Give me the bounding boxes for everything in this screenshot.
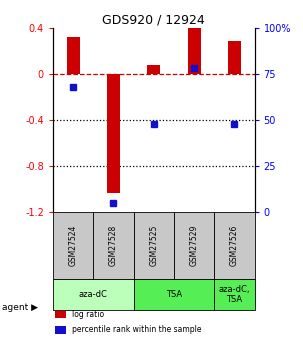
Bar <box>134 213 174 279</box>
Bar <box>67 37 80 74</box>
Text: aza-dC: aza-dC <box>79 290 108 299</box>
Title: GDS920 / 12924: GDS920 / 12924 <box>102 13 205 27</box>
Text: GSM27528: GSM27528 <box>109 225 118 266</box>
Bar <box>53 213 93 279</box>
Bar <box>55 326 66 334</box>
Bar <box>147 65 160 74</box>
Text: GSM27525: GSM27525 <box>149 225 158 266</box>
Text: GSM27526: GSM27526 <box>230 225 239 266</box>
Bar <box>134 279 214 310</box>
Bar <box>214 213 255 279</box>
Bar <box>228 41 241 74</box>
Bar <box>53 279 134 310</box>
Bar <box>107 74 120 193</box>
Text: TSA: TSA <box>166 290 182 299</box>
Bar <box>188 28 201 74</box>
Bar <box>55 310 66 318</box>
Text: aza-dC,
TSA: aza-dC, TSA <box>219 285 250 304</box>
Bar <box>214 279 255 310</box>
Bar <box>174 213 214 279</box>
Text: log ratio: log ratio <box>72 310 104 319</box>
Text: GSM27524: GSM27524 <box>69 225 78 266</box>
Bar <box>93 213 134 279</box>
Text: agent ▶: agent ▶ <box>2 303 38 312</box>
Text: GSM27529: GSM27529 <box>190 225 198 266</box>
Text: percentile rank within the sample: percentile rank within the sample <box>72 325 202 334</box>
